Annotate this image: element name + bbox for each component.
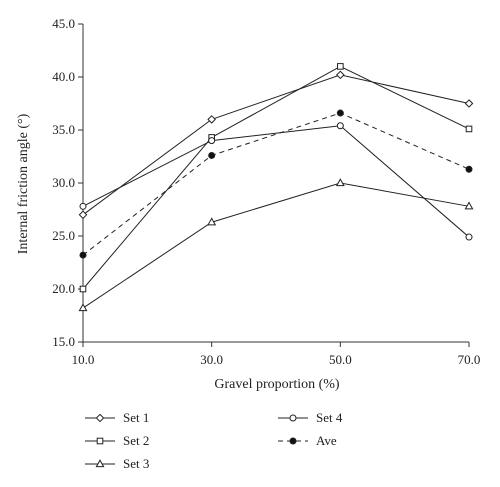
- legend-label-set-4: Set 4: [316, 410, 343, 425]
- data-point-set-3: [464, 201, 474, 210]
- legend-marker-set-3: [95, 459, 105, 468]
- series-lines: [82, 65, 470, 309]
- y-tick-label: 20.0: [52, 281, 75, 296]
- x-tick-label: 50.0: [329, 352, 352, 367]
- y-tick-label: 40.0: [52, 69, 75, 84]
- series-line-set-2: [82, 65, 470, 290]
- legend-marker-set-2: [96, 437, 104, 445]
- y-axis-title: Internal friction angle (°): [16, 113, 31, 254]
- data-point-set-3: [78, 303, 88, 312]
- y-tick-label: 25.0: [52, 228, 75, 243]
- legend-marker-ave: [289, 437, 297, 445]
- data-point-ave: [208, 151, 216, 159]
- legend-label-ave: Ave: [316, 433, 337, 448]
- x-axis-title: Gravel proportion (%): [214, 377, 340, 392]
- y-tick-label: 15.0: [52, 334, 75, 349]
- data-point-ave: [465, 165, 473, 173]
- data-point-set-1: [336, 70, 345, 80]
- data-point-set-1: [464, 99, 474, 108]
- data-point-set-4: [208, 137, 216, 145]
- data-point-set-2: [79, 285, 87, 293]
- axes: 15.0 20.0 25.0 30.0 35.0 40.0 45.0 10.0 30.0 50.0…: [52, 16, 480, 367]
- data-point-set-3: [207, 217, 217, 226]
- data-point-set-4: [465, 233, 473, 241]
- series-line-set-4: [82, 125, 470, 238]
- legend-label-set-1: Set 1: [123, 410, 149, 425]
- data-point-set-2: [337, 63, 344, 70]
- data-point-set-3: [335, 178, 345, 187]
- x-tick-label: 70.0: [458, 352, 481, 367]
- data-point-ave: [79, 251, 87, 259]
- series-line-ave: [82, 112, 470, 256]
- x-tick-label: 10.0: [72, 352, 95, 367]
- data-point-set-4: [336, 122, 344, 130]
- data-point-set-1: [78, 210, 88, 220]
- legend: Set 1 Set 2 Set 3 Set 4 Ave: [85, 410, 343, 471]
- data-point-ave: [336, 109, 344, 117]
- y-tick-label: 30.0: [52, 175, 75, 190]
- legend-marker-set-4: [289, 414, 297, 422]
- series-line-set-1: [82, 74, 470, 216]
- data-point-set-2: [465, 125, 473, 133]
- data-point-set-1: [207, 115, 216, 124]
- series-markers: [78, 63, 474, 312]
- y-tick-label: 35.0: [52, 122, 75, 137]
- y-tick-label: 45.0: [52, 16, 75, 31]
- data-point-set-4: [79, 202, 87, 210]
- legend-marker-set-1: [95, 413, 105, 423]
- legend-label-set-2: Set 2: [123, 433, 149, 448]
- legend-label-set-3: Set 3: [123, 456, 149, 471]
- series-line-set-3: [82, 182, 470, 309]
- x-tick-label: 30.0: [200, 352, 223, 367]
